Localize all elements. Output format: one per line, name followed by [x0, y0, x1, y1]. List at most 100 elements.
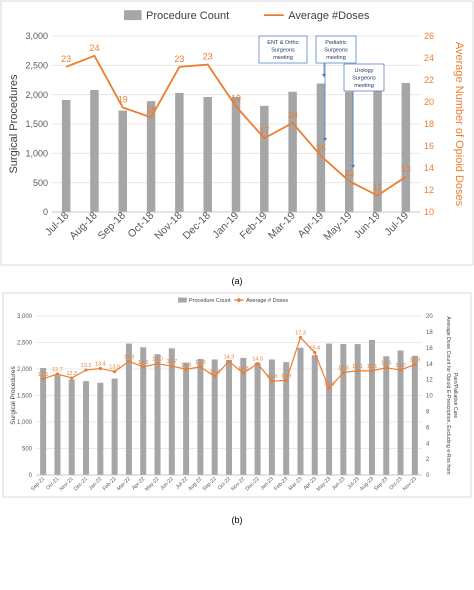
data-label: 13.3 [181, 362, 192, 368]
y-axis-title: Surgical Procedures [10, 365, 17, 424]
bar [211, 359, 218, 475]
data-label: 12.8 [238, 366, 249, 372]
y2-tick-label: 2 [426, 457, 430, 463]
data-label: 23 [61, 54, 71, 64]
legend-label-bar: Procedure Count [189, 298, 231, 304]
bar [197, 358, 204, 475]
bar [154, 354, 161, 475]
data-label: 13 [344, 168, 354, 178]
y2-tick-label: 20 [426, 314, 433, 320]
data-label: 11.8 [267, 374, 277, 380]
legend-swatch-bar [178, 297, 187, 303]
y2-tick-label: 6 [426, 425, 430, 431]
panel-b-frame [2, 292, 472, 498]
series-point [356, 369, 360, 373]
series-point [84, 368, 88, 372]
arrow-head [351, 165, 355, 168]
data-label: 23 [174, 54, 184, 64]
series-point [255, 362, 260, 366]
bar [225, 359, 233, 475]
legend: Procedure Count Average #Doses [124, 10, 370, 22]
bar [240, 357, 247, 475]
y2-axis-title: Pain/Palliative Care [452, 373, 458, 418]
y2-axis-title: Average Number of Opioid Doses [453, 42, 465, 207]
data-label: 19 [231, 93, 241, 103]
series-point [70, 376, 74, 380]
data-label: 17 [259, 125, 269, 135]
data-label: 13.0 [109, 365, 120, 371]
legend-label-line: Average # Doses [246, 298, 288, 304]
y-tick-label: 0 [29, 473, 33, 479]
bar [61, 99, 71, 212]
bar [54, 375, 61, 475]
annotation-text: Surgeons [352, 76, 376, 82]
data-label: 12.9 [338, 365, 349, 371]
legend-swatch-bar [124, 10, 142, 21]
y2-tick-label: 10 [424, 207, 434, 217]
y-tick-label: 2,500 [17, 341, 33, 347]
bar [401, 82, 411, 212]
bar [168, 348, 175, 475]
y-tick-label: 1,000 [17, 420, 33, 426]
series-point [55, 372, 60, 376]
y2-tick-label: 4 [426, 441, 430, 447]
y-tick-label: 3,000 [17, 314, 33, 320]
data-label: 14.0 [252, 357, 263, 363]
series-point [241, 371, 245, 375]
y-axis-title: Surgical Procedures [8, 74, 20, 174]
bar [283, 362, 290, 475]
series-point [384, 366, 388, 370]
bar [288, 91, 297, 212]
series-point [327, 386, 331, 390]
bar [268, 359, 275, 475]
y-tick-label: 500 [22, 447, 33, 453]
series-point [284, 378, 288, 382]
data-label: 14.0 [152, 357, 163, 363]
bar [326, 343, 333, 475]
y2-tick-label: 12 [424, 185, 434, 195]
y2-tick-label: 18 [424, 119, 434, 129]
bar [344, 91, 354, 212]
bar [111, 378, 118, 475]
annotation-text: meeting [326, 55, 346, 61]
bar [203, 97, 212, 212]
series-point [155, 362, 160, 366]
y-tick-label: 1,500 [17, 394, 33, 400]
data-label: 12.2 [66, 371, 77, 377]
bar [118, 110, 128, 212]
data-label: 15 [316, 143, 326, 153]
data-label: 19 [118, 95, 128, 105]
series-point [170, 364, 174, 368]
y2-tick-label: 12 [426, 378, 433, 384]
series-point [313, 350, 317, 355]
bar [411, 355, 418, 475]
data-label: 24 [89, 43, 99, 53]
series-point [270, 379, 274, 383]
y2-tick-label: 14 [424, 163, 434, 173]
data-label: 14.3 [124, 354, 135, 360]
data-label: 13.2 [395, 363, 406, 369]
series-point [141, 365, 145, 369]
data-label: 17.3 [295, 330, 306, 336]
series-point [227, 359, 231, 363]
annotation-text: Surgeons [271, 48, 295, 54]
series-point [341, 370, 345, 375]
bar [297, 347, 304, 475]
data-label: 11.9 [281, 373, 291, 379]
data-label: 12.7 [52, 367, 63, 373]
series-point [370, 369, 374, 373]
data-label: 13.4 [95, 361, 106, 367]
panel-b-caption: (b) [232, 515, 243, 525]
data-label: 13.9 [409, 357, 420, 363]
y-tick-label: 0 [43, 207, 48, 217]
series-point [398, 368, 403, 372]
data-label: 15.4 [309, 346, 320, 352]
legend-label-bar: Procedure Count [146, 10, 229, 22]
annotation-box [315, 35, 357, 64]
panel-a-caption: (a) [232, 276, 243, 286]
bar [397, 350, 404, 475]
series-point [213, 374, 217, 379]
